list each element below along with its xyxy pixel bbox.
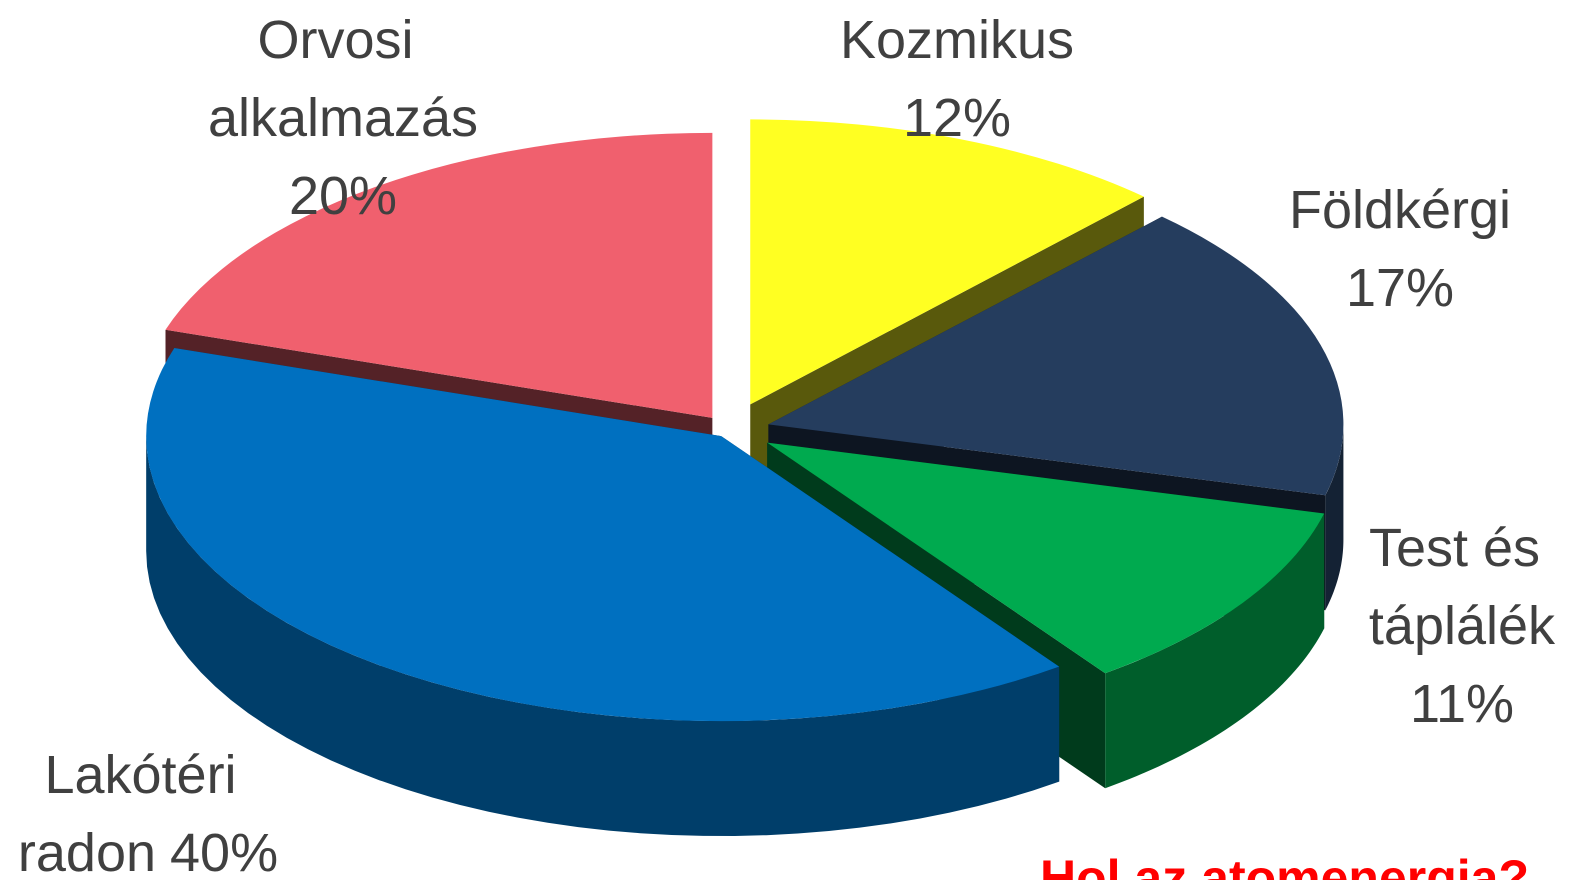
slice-top bbox=[146, 347, 1060, 722]
category-label: Lakótéri radon bbox=[18, 745, 252, 880]
value-label: 17% bbox=[1346, 258, 1454, 318]
slice-top bbox=[165, 132, 713, 418]
value-label: 20% bbox=[289, 166, 397, 226]
value-label: 40% bbox=[170, 823, 278, 880]
slice-top bbox=[767, 442, 1325, 674]
slice-side bbox=[1105, 513, 1325, 789]
slice-top bbox=[750, 119, 1144, 405]
category-label: Test és táplálék bbox=[1369, 518, 1556, 656]
slice-top bbox=[768, 216, 1344, 496]
value-label: 12% bbox=[903, 88, 1011, 148]
category-label: Földkérgi bbox=[1289, 180, 1511, 240]
slice bbox=[146, 347, 1060, 836]
slice-side bbox=[1325, 424, 1344, 611]
category-label: Kozmikus bbox=[840, 10, 1074, 70]
category-label: Orvosi alkalmazás bbox=[208, 10, 478, 148]
value-label: 11% bbox=[1410, 674, 1514, 734]
slice-side bbox=[146, 436, 1060, 836]
annotation: Hol az atomenergia? bbox=[1040, 850, 1529, 880]
